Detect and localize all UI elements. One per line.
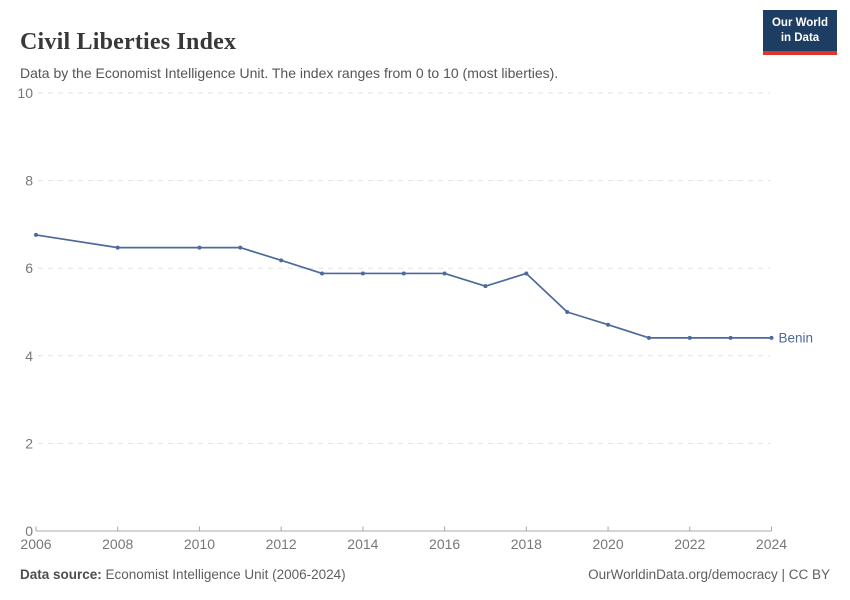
y-axis-tick-label: 0 — [25, 523, 33, 539]
data-point — [238, 245, 243, 250]
data-point — [687, 335, 692, 340]
x-axis-tick-label: 2020 — [592, 536, 623, 552]
chart-subtitle: Data by the Economist Intelligence Unit.… — [20, 65, 559, 81]
y-axis-tick-label: 6 — [25, 260, 33, 276]
chart-footer: Data source: Economist Intelligence Unit… — [20, 567, 830, 582]
owid-logo-line1: Our World — [771, 17, 828, 29]
y-axis-tick-label: 2 — [25, 435, 33, 451]
data-point — [360, 271, 365, 276]
data-point — [401, 271, 406, 276]
x-axis-tick-label: 2010 — [184, 536, 215, 552]
owid-logo: Our World in Data — [763, 10, 837, 55]
page-title: Civil Liberties Index — [20, 29, 237, 56]
x-axis-tick-label: 2016 — [429, 536, 460, 552]
data-point — [442, 271, 447, 276]
x-axis-tick-label: 2018 — [511, 536, 542, 552]
data-point — [279, 258, 284, 263]
x-axis-tick-label: 2008 — [102, 536, 133, 552]
data-source-note: Data source: Economist Intelligence Unit… — [20, 567, 346, 582]
x-axis-tick-label: 2014 — [347, 536, 378, 552]
x-axis-tick-label: 2024 — [756, 536, 787, 552]
series-line-Benin — [35, 234, 772, 339]
data-point — [34, 232, 38, 237]
data-point — [728, 335, 733, 340]
data-point — [524, 271, 529, 276]
x-axis-tick-label: 2006 — [20, 536, 51, 552]
data-point — [646, 335, 651, 340]
data-point — [115, 245, 120, 250]
x-axis-tick-label: 2012 — [266, 536, 297, 552]
data-point — [565, 310, 570, 314]
data-point — [769, 335, 774, 340]
data-source-label: Data source: — [20, 567, 102, 582]
y-axis-tick-label: 8 — [25, 173, 33, 189]
data-point — [197, 245, 202, 250]
x-axis-tick-label: 2022 — [674, 536, 705, 552]
series-end-label: Benin — [779, 330, 814, 345]
data-point — [483, 284, 488, 289]
owid-logo-line2: in Data — [780, 31, 820, 44]
y-axis-tick-label: 10 — [17, 85, 33, 101]
data-point — [320, 271, 325, 276]
credit-link[interactable]: OurWorldinData.org/democracy | CC BY — [588, 567, 830, 582]
data-source-text: Economist Intelligence Unit (2006-2024) — [101, 567, 346, 582]
data-point — [606, 322, 611, 327]
y-axis-tick-label: 4 — [25, 348, 33, 364]
